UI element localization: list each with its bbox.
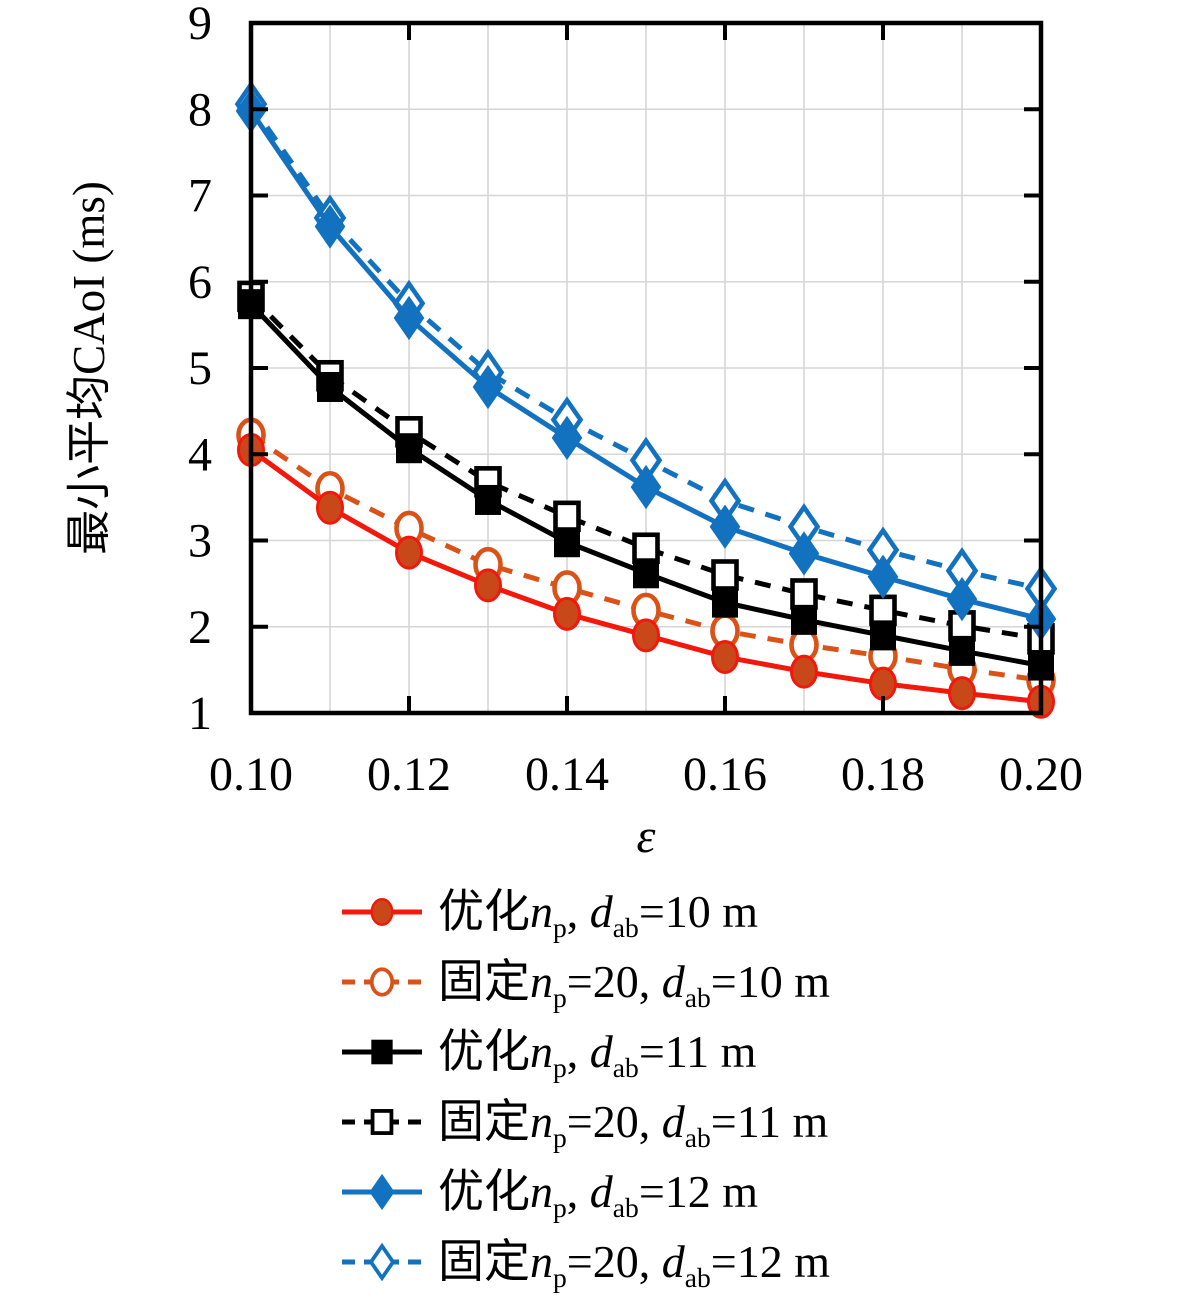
y-tick-label: 9: [188, 0, 212, 50]
data-point-diamond: [472, 364, 504, 410]
data-point-square: [791, 604, 817, 635]
data-point-square: [949, 635, 975, 666]
data-point-diamond: [369, 1173, 395, 1211]
y-tick-label: 6: [188, 256, 212, 309]
data-point-square: [317, 371, 343, 402]
x-tick-label: 0.10: [209, 748, 293, 801]
data-point-diamond: [709, 504, 741, 549]
data-point-circle: [316, 490, 344, 525]
data-point-circle: [869, 666, 897, 701]
x-tick-label: 0.20: [999, 748, 1083, 801]
data-point-square: [632, 532, 660, 565]
data-point-square: [554, 527, 580, 558]
legend-sample-5: [342, 1242, 422, 1282]
data-point-diamond: [368, 1242, 396, 1282]
legend-sample-1: [342, 967, 422, 997]
legend-item-label: 固定np=20, dab=11 m: [438, 1096, 829, 1154]
data-point-square: [396, 433, 422, 464]
series-line: [249, 294, 1042, 642]
y-axis-label: 最小平均CAoI (ms): [64, 181, 114, 555]
data-point-circle: [369, 967, 395, 997]
legend-sample-2: [342, 1039, 422, 1065]
data-point-diamond: [867, 554, 899, 599]
data-point-circle: [474, 568, 502, 603]
x-tick-label: 0.12: [367, 748, 451, 801]
data-point-circle: [395, 535, 423, 570]
data-point-square: [870, 620, 896, 651]
data-point-square: [712, 587, 738, 618]
legend-item-4: 优化np, dab=12 m: [338, 1157, 830, 1227]
x-tick-label: 0.18: [841, 748, 925, 801]
data-point-square: [553, 500, 581, 533]
y-tick-label: 3: [188, 515, 212, 568]
tick-label-layer: 0.10 0.12 0.14 0.16 0.18 0.20 1 2 3 4 5 6 7 8 9: [188, 0, 1083, 801]
data-point-circle: [370, 898, 394, 926]
data-point-circle: [553, 596, 581, 631]
legend-item-label: 固定np=20, dab=12 m: [438, 1236, 831, 1294]
data-point-square: [370, 1109, 394, 1135]
data-point-circle: [948, 676, 976, 711]
legend-sample-4: [342, 1173, 422, 1211]
legend-item-label: 优化np, dab=12 m: [438, 1166, 759, 1224]
data-point-square: [711, 559, 739, 591]
data-point-circle: [711, 639, 739, 674]
y-tick-label: 2: [188, 601, 212, 654]
data-point-diamond: [788, 531, 820, 576]
data-point-square: [869, 594, 897, 627]
data-point-diamond: [946, 577, 978, 622]
legend-item-0: 优化np, dab=10 m: [338, 877, 830, 947]
data-point-square: [633, 558, 659, 589]
axes-layer: [248, 20, 1044, 716]
legend-sample-3: [342, 1109, 422, 1135]
legend-item-3: 固定np=20, dab=11 m: [338, 1087, 830, 1157]
y-tick-label: 1: [188, 687, 212, 740]
data-point-diamond: [314, 204, 346, 249]
y-tick-label: 8: [188, 83, 212, 136]
y-tick-label: 5: [188, 342, 212, 395]
legend-item-5: 固定np=20, dab=12 m: [338, 1227, 830, 1297]
legend-sample-0: [342, 898, 422, 926]
legend-item-label: 优化np, dab=10 m: [438, 886, 759, 944]
data-point-diamond: [551, 415, 583, 460]
legend-item-label: 优化np, dab=11 m: [438, 1026, 757, 1084]
legend-item-1: 固定np=20, dab=10 m: [338, 947, 830, 1017]
grid-layer: [251, 23, 1041, 713]
y-tick-label: 4: [188, 428, 212, 481]
data-point-square: [371, 1039, 393, 1065]
legend-item-label: 固定np=20, dab=10 m: [438, 956, 831, 1014]
x-tick-label: 0.16: [683, 748, 767, 801]
y-tick-label: 7: [188, 170, 212, 223]
x-tick-label: 0.14: [525, 748, 609, 801]
legend-item-2: 优化np, dab=11 m: [338, 1017, 830, 1087]
data-point-circle: [790, 654, 818, 689]
data-point-square: [475, 484, 501, 515]
data-point-diamond: [393, 295, 425, 341]
data-point-diamond: [630, 464, 662, 510]
chart-legend: 优化np, dab=10 m 固定np=20, dab=10 m 优化np, dab…: [338, 877, 830, 1297]
data-point-square: [790, 578, 818, 610]
x-axis-label: ε: [637, 810, 656, 863]
data-point-circle: [632, 618, 660, 653]
